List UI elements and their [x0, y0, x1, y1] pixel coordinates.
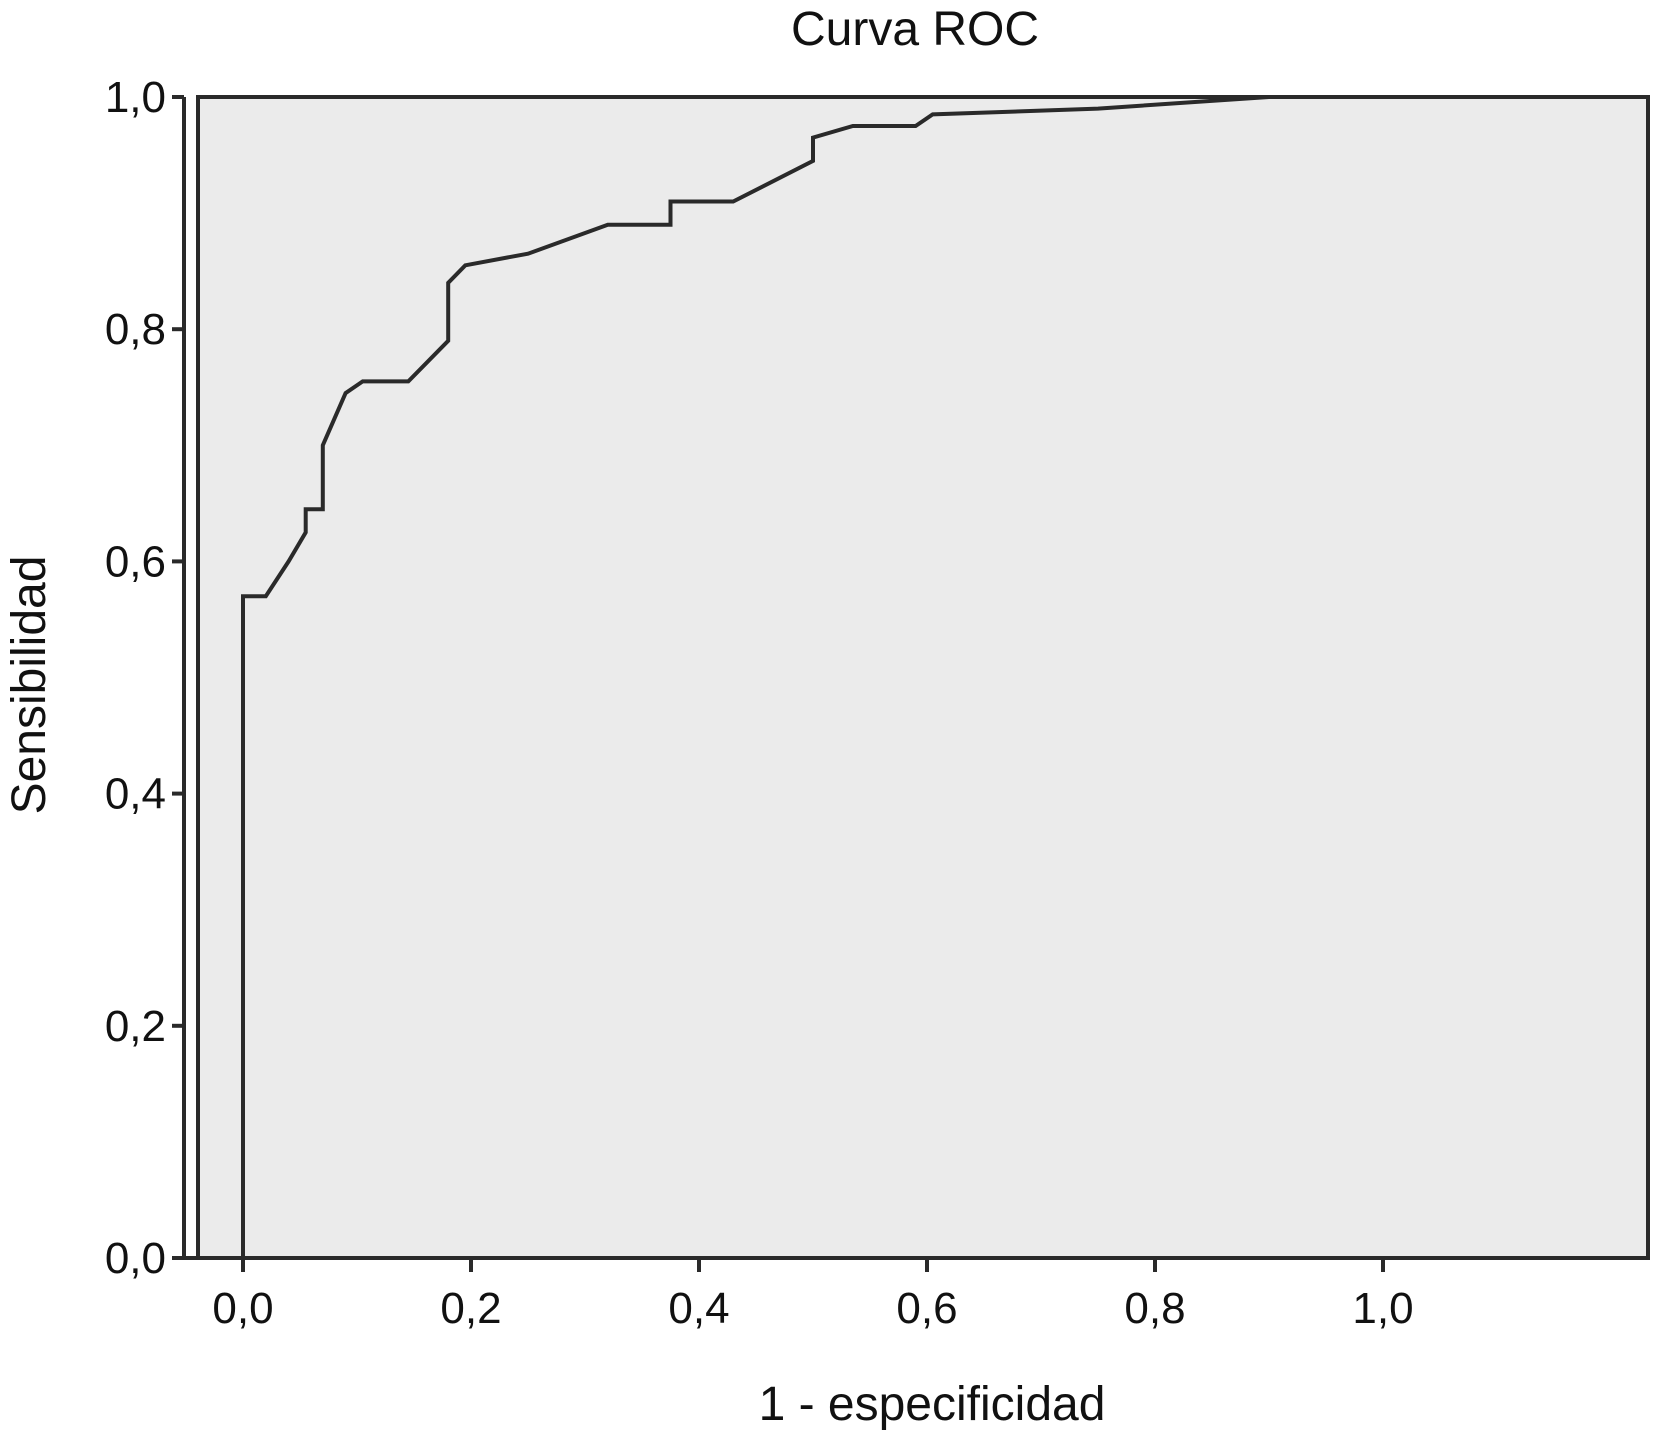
y-tick-label: 0,0: [105, 1234, 166, 1283]
y-tick-label: 0,8: [105, 305, 166, 354]
x-tick-label: 0,6: [896, 1284, 957, 1333]
x-tick-label: 1,0: [1352, 1284, 1413, 1333]
y-tick-label: 1,0: [105, 73, 166, 122]
y-tick-label: 0,6: [105, 537, 166, 586]
series-layer: [241, 95, 1383, 1258]
x-tick-label: 0,8: [1124, 1284, 1185, 1333]
y-tick-label: 0,4: [105, 770, 166, 819]
chart-title: Curva ROC: [791, 3, 1039, 56]
plot-area: [196, 95, 1650, 1260]
x-tick-label: 0,0: [212, 1284, 273, 1333]
plot-background: [196, 95, 1650, 1260]
x-axis-title: 1 - especificidad: [759, 1378, 1106, 1431]
labels-layer: Curva ROC 1 - especificidad Sensibilidad…: [3, 3, 1414, 1431]
x-tick-label: 0,2: [440, 1284, 501, 1333]
roc-curve-line: [241, 95, 1383, 1258]
y-axis-title: Sensibilidad: [3, 556, 56, 815]
axes: [172, 95, 1648, 1272]
x-tick-label: 0,4: [668, 1284, 729, 1333]
y-tick-label: 0,2: [105, 1002, 166, 1051]
